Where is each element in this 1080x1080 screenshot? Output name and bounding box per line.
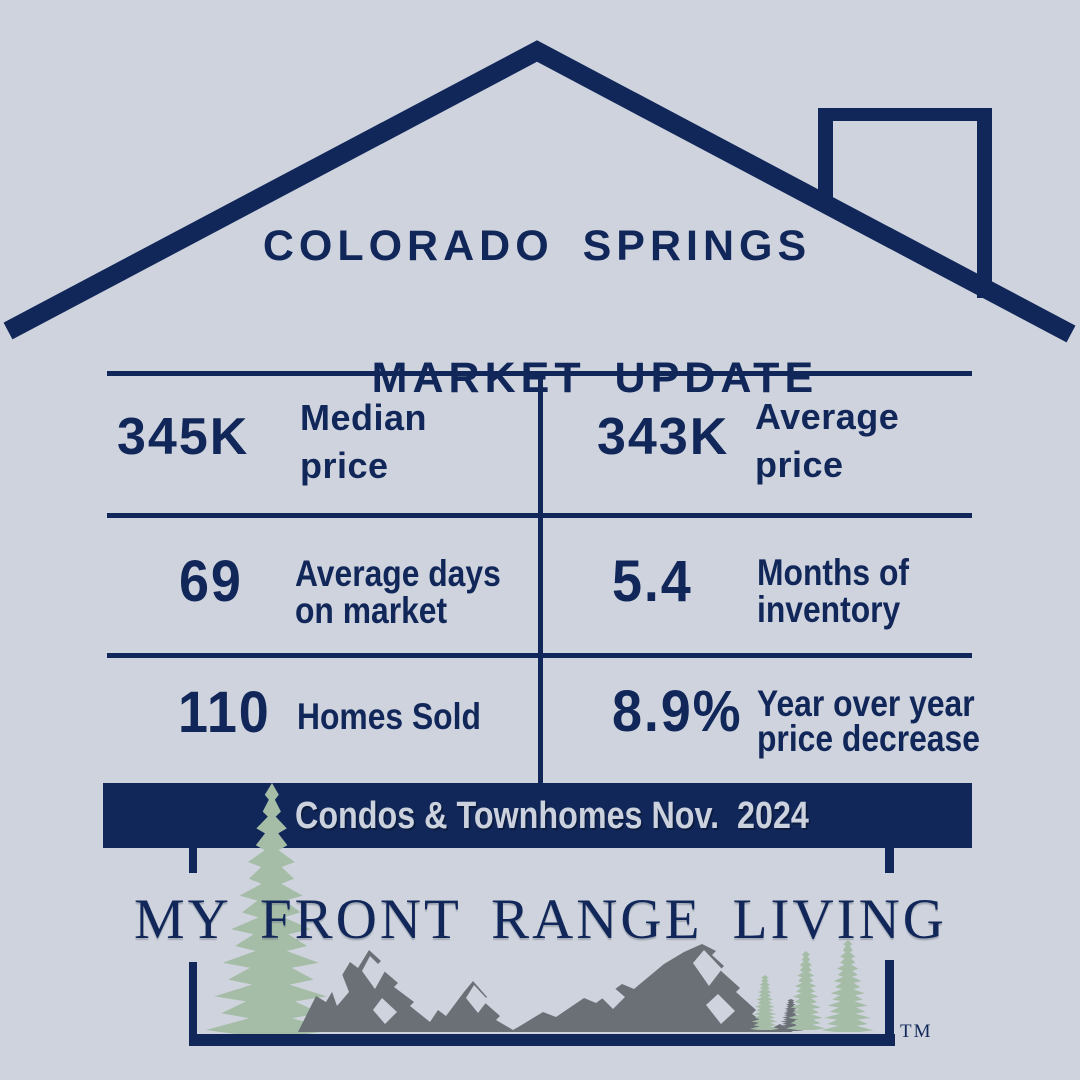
- subtitle-banner-text: Condos & Townhomes Nov. 2024: [295, 795, 809, 837]
- title-line1: COLORADO SPRINGS: [262, 222, 812, 270]
- brand-name: MY FRONT RANGE LIVING: [134, 888, 947, 951]
- trademark-symbol: TM: [900, 1021, 933, 1042]
- stat-label-yoy-change: Year over year price decrease: [757, 683, 980, 759]
- stat-label-median-price: Median price: [300, 397, 428, 486]
- pine-tree-icon: [750, 975, 780, 1030]
- pine-tree-icon: [821, 940, 874, 1032]
- snow-patch: [373, 998, 397, 1024]
- snow-patch: [330, 974, 349, 1006]
- snow-patch: [601, 986, 625, 1009]
- stat-value-days-on-market: 69: [179, 549, 243, 614]
- wall-right-upper: [885, 848, 894, 873]
- snow-patch: [693, 950, 722, 986]
- snow-patch: [362, 956, 385, 989]
- wall-right-lower: [885, 960, 894, 1046]
- stat-value-yoy-change: 8.9%: [612, 679, 743, 744]
- stat-value-homes-sold: 110: [178, 680, 271, 745]
- wall-left-lower: [189, 962, 197, 1046]
- stat-value-months-inventory: 5.4: [612, 549, 693, 614]
- pine-tree-icon: [786, 951, 825, 1030]
- stat-label-average-price: Average price: [755, 396, 900, 485]
- stat-label-days-on-market: Average days on market: [295, 553, 501, 631]
- snow-patch: [706, 994, 735, 1024]
- pine-tree-icon: [778, 999, 804, 1031]
- house-base-line: [189, 1034, 895, 1046]
- title-line2: MARKET UPDATE: [371, 354, 819, 402]
- stat-label-months-inventory: Months of inventory: [757, 552, 909, 630]
- snow-patch: [466, 985, 488, 1013]
- stat-label-homes-sold: Homes Sold: [297, 696, 481, 737]
- stat-value-average-price: 343K: [597, 408, 730, 466]
- wall-left-upper: [189, 848, 197, 873]
- table-rule-center: [538, 371, 543, 783]
- stat-value-median-price: 345K: [117, 408, 250, 466]
- mountains-icon: [298, 944, 793, 1032]
- pine-tree-group-icon: [750, 940, 874, 1032]
